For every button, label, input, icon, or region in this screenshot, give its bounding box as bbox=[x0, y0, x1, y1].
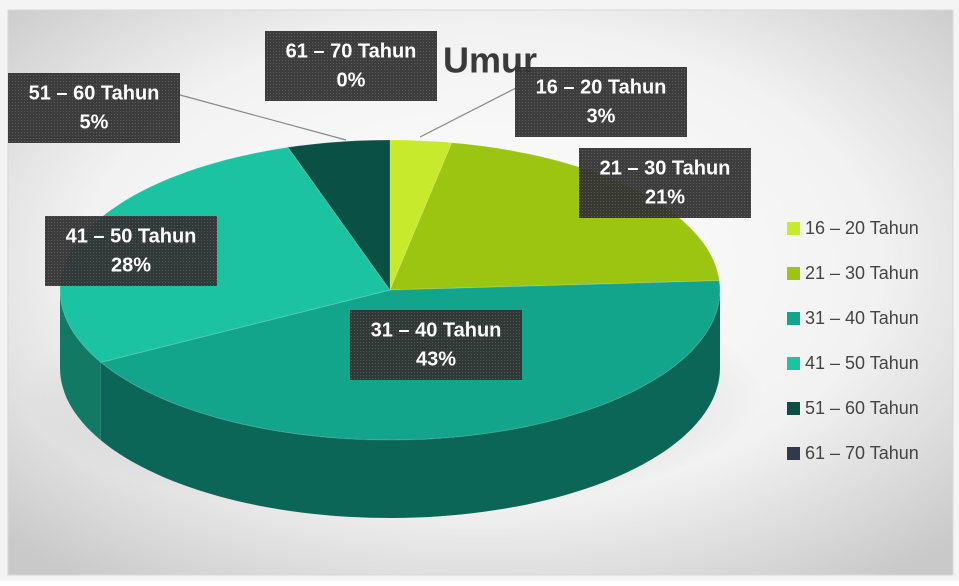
legend-label: 41 – 50 Tahun bbox=[805, 353, 919, 373]
pie bbox=[59, 139, 721, 518]
data-label-value: 28% bbox=[111, 254, 151, 276]
data-label-box bbox=[579, 148, 751, 218]
legend-swatch bbox=[787, 357, 800, 370]
data-label-category: 31 – 40 Tahun bbox=[371, 319, 502, 341]
data-label-category: 51 – 60 Tahun bbox=[29, 82, 160, 104]
data-label-value: 21% bbox=[645, 186, 685, 208]
slice bbox=[287, 139, 391, 292]
data-label-category: 41 – 50 Tahun bbox=[66, 225, 197, 247]
legend: 16 – 20 Tahun 21 – 30 Tahun 31 – 40 Tahun 4… bbox=[787, 218, 919, 463]
data-label-value: 0% bbox=[337, 69, 366, 91]
legend-label: 16 – 20 Tahun bbox=[805, 218, 919, 238]
data-label-box bbox=[515, 67, 687, 137]
legend-swatch bbox=[787, 447, 800, 460]
slice bbox=[389, 139, 453, 291]
legend-label: 51 – 60 Tahun bbox=[805, 398, 919, 418]
legend-swatch bbox=[787, 312, 800, 325]
data-label-box bbox=[45, 216, 217, 286]
legend-swatch bbox=[787, 402, 800, 415]
data-label-box bbox=[350, 310, 522, 380]
legend-swatch bbox=[787, 222, 800, 235]
slice-side bbox=[100, 290, 721, 518]
data-label-category: 61 – 70 Tahun bbox=[286, 40, 417, 62]
data-label-category: 16 – 20 Tahun bbox=[536, 76, 667, 98]
data-label-box bbox=[8, 73, 180, 143]
data-label-value: 5% bbox=[80, 111, 109, 133]
data-label-value: 3% bbox=[587, 105, 616, 127]
leader-line bbox=[419, 87, 517, 138]
data-label-box bbox=[265, 31, 437, 101]
leader-line bbox=[179, 94, 347, 141]
data-label-value: 43% bbox=[416, 348, 456, 370]
data-labels: 16 – 20 Tahun 3% 21 – 30 Tahun 21% 31 – 40 T… bbox=[8, 31, 751, 380]
data-label-category: 21 – 30 Tahun bbox=[600, 157, 731, 179]
legend-swatch bbox=[787, 267, 800, 280]
legend-label: 31 – 40 Tahun bbox=[805, 308, 919, 328]
legend-label: 21 – 30 Tahun bbox=[805, 263, 919, 283]
slice-side bbox=[60, 290, 101, 441]
legend-label: 61 – 70 Tahun bbox=[805, 443, 919, 463]
